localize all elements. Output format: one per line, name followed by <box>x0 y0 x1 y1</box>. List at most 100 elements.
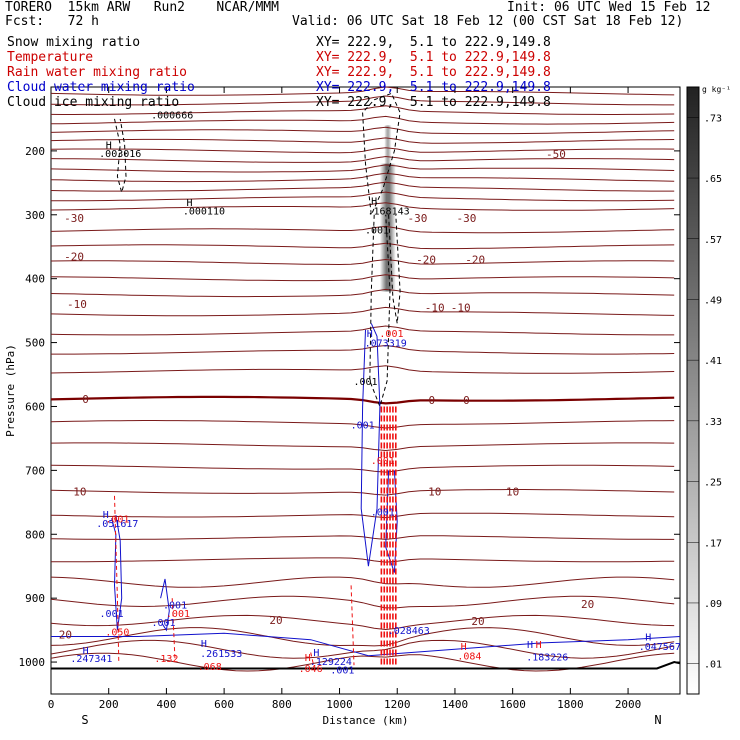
cloud_water-contour-label: .001 <box>100 609 124 620</box>
x-tick-label: 2000 <box>615 698 642 711</box>
cloud_water-contour-label: .261533 <box>200 649 242 660</box>
cloud-water-contour <box>160 578 170 632</box>
temperature-contour-label: -20 <box>465 254 485 267</box>
temperature-contour <box>50 489 675 496</box>
cloud_water-contour-label: .247341 <box>70 654 112 665</box>
y-tick-label: 300 <box>25 209 45 222</box>
colorbar-tick-label: .17 <box>704 538 722 549</box>
colorbar-unit: g kg⁻¹ <box>702 85 731 94</box>
field-label-rain: Rain water mixing ratio <box>7 65 188 80</box>
temperature-contour-label: -30 <box>407 212 427 225</box>
temperature-contour <box>50 576 675 588</box>
y-tick-label: 400 <box>25 273 45 286</box>
valid-time: Valid: 06 UTC Sat 18 Feb 12 (00 CST Sat … <box>292 14 684 29</box>
field-xy-cloud-ice: XY= 222.9, 5.1 to 222.9,149.8 <box>316 95 551 110</box>
cloud_water-contour-label: .001 <box>371 507 395 518</box>
x-tick-label: 1400 <box>442 698 469 711</box>
colorbar-tick-label: .25 <box>704 478 722 489</box>
cloud_water-contour-label: H <box>645 632 651 643</box>
cloud-water-contour <box>385 470 398 573</box>
cloud_water-contour-label: .001 <box>151 618 175 629</box>
cloud_water-contour-label: .001 <box>351 420 375 431</box>
temperature-contour <box>50 442 675 452</box>
cloud_water-contour-label: H <box>367 329 373 340</box>
cloud_water-contour-label: .129224 <box>310 657 352 668</box>
temperature-contour <box>50 535 675 540</box>
cloud_water-contour-label: H <box>201 639 207 650</box>
colorbar-tick-label: .49 <box>704 295 722 306</box>
rain-contour-label: .001 <box>379 329 403 340</box>
colorbar-tick-label: .57 <box>704 235 722 246</box>
temperature-contour <box>50 512 675 519</box>
colorbar-tick-label: .65 <box>704 174 722 185</box>
colorbar-tick-label: .73 <box>704 113 722 124</box>
cloud-water-contour <box>51 632 681 657</box>
temperature-contour <box>50 365 675 374</box>
rain-contour-label: .050 <box>105 627 129 638</box>
temperature-contour <box>50 225 675 234</box>
field-xy-rain: XY= 222.9, 5.1 to 222.9,149.8 <box>316 65 551 80</box>
temperature-contour <box>50 288 675 298</box>
temperature-contour <box>50 155 675 163</box>
rain-contour-label: .068 <box>198 662 222 673</box>
rain-contour <box>171 598 176 663</box>
temperature-contour-label: 0 <box>82 393 89 406</box>
x-tick-label: 0 <box>48 698 55 711</box>
rain-contour-label: .001 <box>105 514 129 525</box>
cloud_water-contour-label: H <box>83 646 89 657</box>
rain-contour-label: H <box>305 653 311 664</box>
temperature-contour <box>50 137 675 144</box>
ice-contour-label: .000110 <box>183 206 225 217</box>
ice-contour-label: H <box>186 198 192 209</box>
temperature-contour-label: -20 <box>64 250 84 263</box>
y-tick-label: 1000 <box>19 656 46 669</box>
rain-contour-label: .084 <box>457 652 481 663</box>
north-end-label: N <box>654 713 661 727</box>
field-label-snow: Snow mixing ratio <box>7 35 141 50</box>
ice-contour <box>369 214 391 409</box>
temperature-contour <box>51 344 675 355</box>
rain-contour-label: .046 <box>299 664 323 675</box>
ice-contour-label: .000666 <box>151 110 193 121</box>
ice-contour-label: H <box>106 141 112 152</box>
south-end-label: S <box>81 713 88 727</box>
init-time: Init: 06 UTC Wed 15 Feb 12 <box>507 0 711 15</box>
x-tick-label: 400 <box>156 698 176 711</box>
temperature-contour-label: -50 <box>546 148 566 161</box>
rain-contour-label: .001 <box>371 456 395 467</box>
rain-contour-label: .001 <box>166 609 190 620</box>
temperature-contour <box>50 164 675 173</box>
rain-contour <box>310 652 315 666</box>
cloud_water-contour-label: H <box>313 648 319 659</box>
x-tick-label: 1000 <box>326 698 353 711</box>
temperature-contour <box>50 242 675 250</box>
cloud_water-contour-label: .051617 <box>96 519 138 530</box>
y-tick-label: 200 <box>25 145 45 158</box>
temperature-contour <box>50 258 675 266</box>
cloud_water-contour-label: .001 <box>163 601 187 612</box>
rain-contour <box>350 585 355 666</box>
rain-contour-label: .132 <box>154 654 178 665</box>
y-tick-label: 800 <box>25 528 45 541</box>
x-tick-label: 600 <box>214 698 234 711</box>
temperature-contour <box>50 202 675 211</box>
temperature-contour-label: 20 <box>471 615 484 628</box>
temperature-contour-label: 10 <box>506 485 519 498</box>
temperature-contour-label: -10 <box>451 301 471 314</box>
colorbar-tick-label: .33 <box>704 417 722 428</box>
cloud_water-contour-label: .001 <box>330 666 354 677</box>
temperature-contour-label: 0 <box>429 394 436 407</box>
rain-contour-label: H <box>461 642 467 653</box>
cloud_water-contour-label: H <box>103 510 109 521</box>
ice-contour-label: .001 <box>365 225 389 236</box>
ice-contour <box>362 92 401 217</box>
temperature-contour-label: 10 <box>428 485 441 498</box>
temperature-contour-label: 20 <box>269 614 282 627</box>
temperature-contour <box>50 306 675 317</box>
temperature-contour-label: 20 <box>59 629 72 642</box>
y-tick-label: 600 <box>25 400 45 413</box>
y-axis-label: Pressure (hPa) <box>4 344 17 437</box>
y-tick-label: 500 <box>25 337 45 350</box>
cloud_water-contour-label: .073319 <box>365 339 407 350</box>
